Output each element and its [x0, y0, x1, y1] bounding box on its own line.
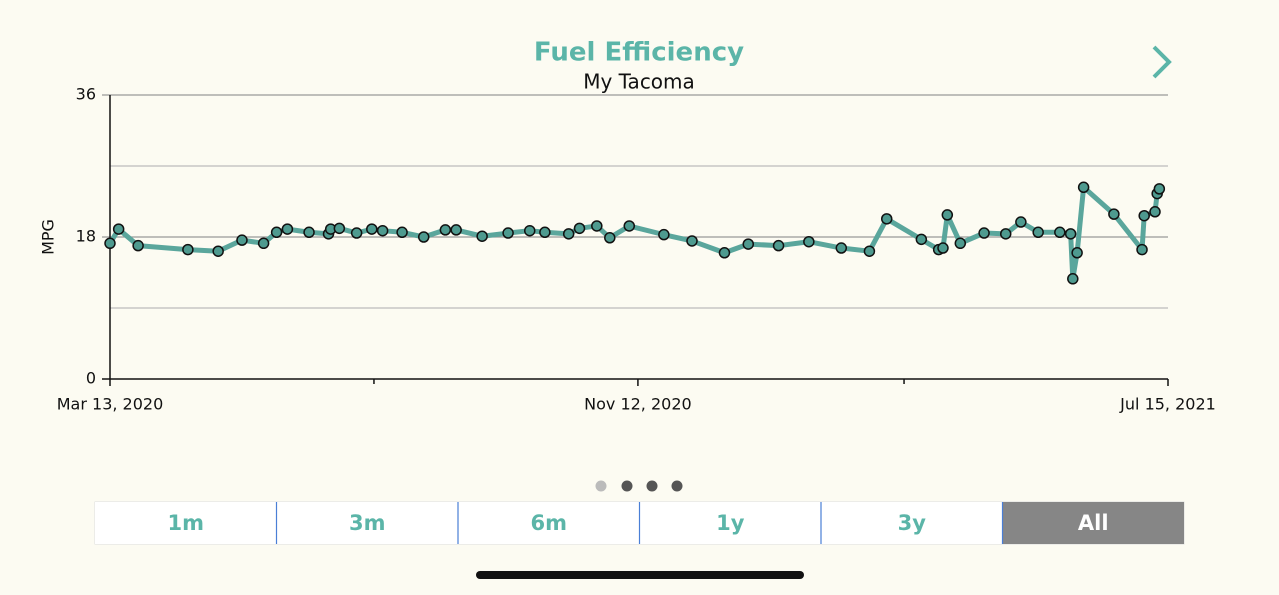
data-point — [658, 228, 670, 241]
data-point — [132, 239, 144, 252]
segment-bg — [821, 502, 1003, 544]
data-point — [863, 245, 876, 257]
data-point — [1032, 226, 1044, 239]
page-dot[interactable] — [646, 480, 658, 492]
segment-button[interactable]: All — [1001, 502, 1185, 544]
chart-subtitle: My Tacoma — [583, 70, 695, 94]
data-point — [523, 224, 536, 237]
data-point — [450, 224, 462, 236]
data-point — [686, 235, 698, 247]
data-point — [281, 223, 294, 235]
data-point — [212, 245, 224, 257]
segment-bg — [1002, 502, 1184, 544]
data-point — [604, 232, 616, 244]
x-tick-label: Nov 12, 2020 — [584, 395, 692, 414]
data-point — [623, 220, 636, 232]
data-point — [1054, 226, 1066, 239]
data-point — [591, 220, 603, 232]
data-point — [999, 228, 1012, 240]
data-point — [539, 226, 551, 239]
data-point — [954, 237, 967, 250]
data-point — [1153, 183, 1166, 195]
page-dot[interactable] — [621, 480, 633, 492]
x-tick-label: Jul 15, 2021 — [1119, 395, 1216, 414]
segment-bg — [95, 502, 277, 544]
segment-label: 1m — [168, 511, 205, 535]
data-point — [835, 242, 848, 254]
segment-button[interactable]: 3m — [275, 502, 459, 544]
segment-label: 1y — [716, 511, 745, 535]
data-point — [1071, 247, 1083, 259]
y-tick-label: 36 — [76, 85, 96, 104]
data-point — [502, 227, 514, 239]
segment-button[interactable]: 6m — [457, 502, 640, 544]
y-axis-label: MPG — [39, 219, 58, 255]
data-point — [270, 226, 283, 239]
segment-label: 3y — [898, 511, 927, 535]
data-point — [439, 224, 452, 236]
data-point — [742, 238, 755, 250]
data-point — [978, 227, 990, 239]
page-dot[interactable] — [671, 480, 683, 492]
next-chevron[interactable] — [1152, 45, 1172, 79]
y-tick-label: 0 — [86, 369, 96, 388]
data-point — [396, 226, 408, 239]
segment-bg — [276, 502, 458, 544]
segment-button[interactable]: 3y — [820, 502, 1003, 544]
segment-label: 3m — [349, 511, 386, 535]
data-point — [366, 223, 378, 235]
data-point — [350, 227, 363, 239]
data-point — [1077, 181, 1090, 194]
data-point — [1149, 206, 1161, 218]
data-point — [1136, 243, 1148, 256]
data-point — [573, 222, 586, 235]
data-point — [718, 247, 731, 259]
data-point — [1064, 228, 1077, 240]
data-point — [104, 237, 116, 250]
data-point — [257, 237, 270, 250]
segment-bg — [639, 502, 821, 544]
data-point — [880, 213, 893, 225]
data-point — [772, 239, 785, 252]
home-indicator — [476, 571, 804, 579]
x-tick-label: Mar 13, 2020 — [57, 395, 164, 414]
page-dot[interactable] — [595, 480, 607, 492]
data-point — [941, 209, 954, 221]
data-point — [476, 230, 488, 242]
data-point — [417, 231, 430, 243]
data-point — [562, 228, 575, 240]
data-point — [182, 243, 194, 256]
data-point — [333, 222, 346, 235]
data-point — [236, 234, 248, 246]
segment-label: All — [1078, 511, 1109, 535]
data-point — [803, 235, 815, 248]
segment-bg — [458, 502, 640, 544]
data-point — [303, 226, 315, 239]
segment-button[interactable]: 1y — [638, 502, 822, 544]
chart-title: Fuel Efficiency — [534, 38, 744, 68]
data-point — [1138, 209, 1150, 222]
data-point — [1067, 273, 1079, 285]
y-tick-label: 18 — [76, 227, 96, 246]
data-point — [376, 224, 389, 237]
data-point — [937, 242, 949, 254]
data-point — [112, 223, 125, 235]
segment-button[interactable]: 1m — [95, 502, 277, 544]
segment-label: 6m — [531, 511, 568, 535]
data-point — [1108, 208, 1120, 220]
data-point — [915, 233, 928, 246]
data-point — [1015, 216, 1027, 228]
